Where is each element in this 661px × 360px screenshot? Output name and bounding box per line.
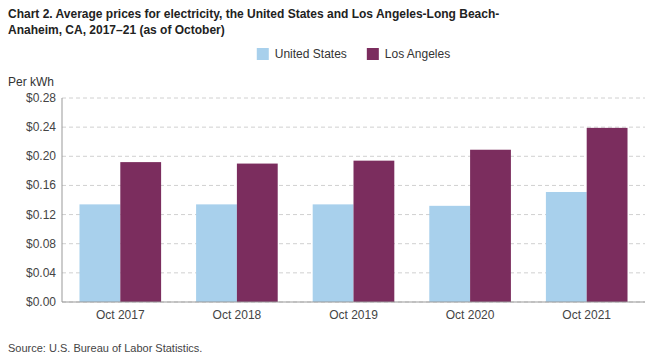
- legend-swatch: [367, 48, 379, 60]
- bar: [546, 192, 587, 302]
- y-tick-label: $0.04: [26, 266, 56, 280]
- y-tick-label: $0.28: [26, 91, 56, 105]
- x-tick-label: Oct 2021: [562, 308, 611, 322]
- x-tick-label: Oct 2017: [96, 308, 145, 322]
- bar: [120, 162, 161, 302]
- x-tick-label: Oct 2019: [329, 308, 378, 322]
- y-tick-label: $0.24: [26, 120, 56, 134]
- title: Anaheim, CA, 2017–21 (as of October): [8, 23, 225, 37]
- y-tick-label: $0.16: [26, 178, 56, 192]
- bar: [237, 164, 278, 302]
- y-tick-label: $0.20: [26, 149, 56, 163]
- y-tick-label: $0.12: [26, 208, 56, 222]
- bar: [429, 206, 470, 302]
- legend-item: Los Angeles: [367, 47, 450, 61]
- title: Chart 2. Average prices for electricity,…: [8, 7, 499, 21]
- bars: [79, 128, 627, 302]
- y-tick-label: $0.00: [26, 295, 56, 309]
- bar: [313, 204, 354, 302]
- bar: [354, 161, 395, 302]
- x-tick-label: Oct 2018: [213, 308, 262, 322]
- grid: [62, 98, 645, 302]
- x-tick-label: Oct 2020: [446, 308, 495, 322]
- x-axis-line: [62, 302, 645, 303]
- y-axis-label: Per kWh: [8, 75, 54, 89]
- source: Source: U.S. Bureau of Labor Statistics.: [8, 342, 202, 354]
- y-axis-line: [62, 98, 63, 302]
- grid-line: [62, 156, 645, 157]
- legend-label: United States: [275, 47, 347, 61]
- bar: [79, 204, 120, 302]
- y-tick-label: $0.08: [26, 237, 56, 251]
- legend-label: Los Angeles: [385, 47, 450, 61]
- bar: [587, 128, 628, 302]
- grid-line: [62, 127, 645, 128]
- legend-swatch: [257, 48, 269, 60]
- bar: [470, 150, 511, 302]
- legend-item: United States: [257, 47, 347, 61]
- legend: United States Los Angeles: [257, 47, 450, 61]
- grid-line: [62, 98, 645, 99]
- grid-line: [62, 302, 645, 303]
- chart: Chart 2. Average prices for electricity,…: [0, 0, 661, 360]
- bar: [196, 204, 237, 302]
